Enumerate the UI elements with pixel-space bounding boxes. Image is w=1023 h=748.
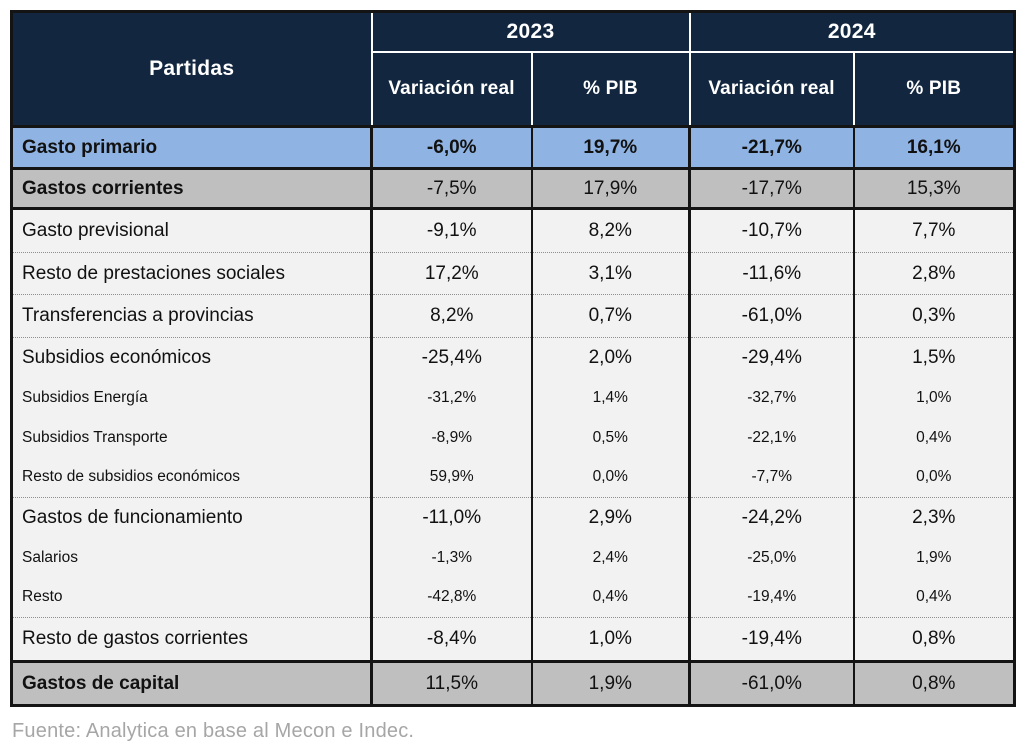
- cell-value: 8,2%: [370, 294, 533, 338]
- cell-value: 0,4%: [530, 577, 692, 618]
- cell-value: 1,0%: [530, 617, 692, 663]
- cell-value: -10,7%: [688, 208, 855, 253]
- cell-value: 2,8%: [852, 252, 1016, 295]
- cell-value: -7,5%: [370, 167, 533, 210]
- cell-value: -11,6%: [688, 252, 855, 295]
- cell-value: 0,7%: [530, 294, 692, 338]
- row-label: Transferencias a provincias: [10, 294, 373, 338]
- cell-value: 17,9%: [530, 167, 692, 210]
- row-label: Gasto previsional: [10, 208, 373, 253]
- cell-value: 7,7%: [852, 208, 1016, 253]
- cell-value: -31,2%: [370, 377, 533, 418]
- cell-value: -1,3%: [370, 537, 533, 578]
- row-salarios: Salarios -1,3% 2,4% -25,0% 1,9%: [10, 537, 1016, 578]
- cell-value: -61,0%: [688, 660, 855, 707]
- row-transferencias-provincias: Transferencias a provincias 8,2% 0,7% -6…: [10, 294, 1016, 338]
- row-label: Gastos corrientes: [10, 167, 373, 210]
- row-label: Resto: [10, 577, 373, 618]
- cell-value: 16,1%: [852, 125, 1016, 170]
- cell-value: 0,4%: [852, 577, 1016, 618]
- cell-value: -11,0%: [370, 497, 533, 538]
- column-header-pib-2024: % PIB: [852, 51, 1016, 128]
- column-header-variacion-real-2024: Variación real: [688, 51, 855, 128]
- cell-value: 0,0%: [530, 457, 692, 498]
- row-label: Resto de prestaciones sociales: [10, 252, 373, 295]
- cell-value: 11,5%: [370, 660, 533, 707]
- source-note: Fuente: Analytica en base al Mecon e Ind…: [12, 720, 415, 742]
- fiscal-spending-table: Partidas 2023 2024 Variación real % PIB …: [10, 10, 1017, 707]
- row-resto: Resto -42,8% 0,4% -19,4% 0,4%: [10, 577, 1016, 618]
- row-label: Gastos de funcionamiento: [10, 497, 373, 538]
- cell-value: 1,9%: [530, 660, 692, 707]
- cell-value: 15,3%: [852, 167, 1016, 210]
- cell-value: 2,3%: [852, 497, 1016, 538]
- cell-value: -61,0%: [688, 294, 855, 338]
- cell-value: -32,7%: [688, 377, 855, 418]
- row-label: Resto de gastos corrientes: [10, 617, 373, 663]
- cell-value: -24,2%: [688, 497, 855, 538]
- row-label: Subsidios económicos: [10, 337, 373, 378]
- cell-value: 17,2%: [370, 252, 533, 295]
- row-subsidios-transporte: Subsidios Transporte -8,9% 0,5% -22,1% 0…: [10, 417, 1016, 458]
- cell-value: -8,4%: [370, 617, 533, 663]
- cell-value: -22,1%: [688, 417, 855, 458]
- sub-header-row: Variación real % PIB Variación real % PI…: [12, 51, 1016, 128]
- cell-value: 0,8%: [852, 617, 1016, 663]
- row-label: Salarios: [10, 537, 373, 578]
- cell-value: 0,8%: [852, 660, 1016, 707]
- cell-value: 1,4%: [530, 377, 692, 418]
- row-label: Subsidios Transporte: [10, 417, 373, 458]
- column-header-partidas: Partidas: [10, 10, 373, 128]
- cell-value: 1,9%: [852, 537, 1016, 578]
- row-label: Gasto primario: [10, 125, 373, 170]
- cell-value: 8,2%: [530, 208, 692, 253]
- cell-value: 0,5%: [530, 417, 692, 458]
- cell-value: -8,9%: [370, 417, 533, 458]
- row-resto-prestaciones-sociales: Resto de prestaciones sociales 17,2% 3,1…: [10, 252, 1016, 295]
- cell-value: 1,0%: [852, 377, 1016, 418]
- row-gastos-capital: Gastos de capital 11,5% 1,9% -61,0% 0,8%: [10, 660, 1016, 707]
- row-gastos-corrientes: Gastos corrientes -7,5% 17,9% -17,7% 15,…: [10, 167, 1016, 210]
- cell-value: 3,1%: [530, 252, 692, 295]
- cell-value: 2,0%: [530, 337, 692, 378]
- row-subsidios-energia: Subsidios Energía -31,2% 1,4% -32,7% 1,0…: [10, 377, 1016, 418]
- cell-value: -21,7%: [688, 125, 855, 170]
- column-header-variacion-real-2023: Variación real: [370, 51, 533, 128]
- year-header-2024: 2024: [688, 10, 1016, 53]
- cell-value: 0,3%: [852, 294, 1016, 338]
- cell-value: -9,1%: [370, 208, 533, 253]
- cell-value: 2,9%: [530, 497, 692, 538]
- column-header-pib-2023: % PIB: [530, 51, 691, 128]
- year-header-2023: 2023: [370, 10, 691, 53]
- cell-value: 2,4%: [530, 537, 692, 578]
- cell-value: 0,0%: [852, 457, 1016, 498]
- cell-value: -25,4%: [370, 337, 533, 378]
- cell-value: 19,7%: [530, 125, 692, 170]
- row-subsidios-economicos: Subsidios económicos -25,4% 2,0% -29,4% …: [10, 337, 1016, 378]
- cell-value: -17,7%: [688, 167, 855, 210]
- row-gastos-funcionamiento: Gastos de funcionamiento -11,0% 2,9% -24…: [10, 497, 1016, 538]
- row-label: Resto de subsidios económicos: [10, 457, 373, 498]
- row-gasto-previsional: Gasto previsional -9,1% 8,2% -10,7% 7,7%: [10, 208, 1016, 253]
- cell-value: -42,8%: [370, 577, 533, 618]
- cell-value: -19,4%: [688, 577, 855, 618]
- cell-value: -19,4%: [688, 617, 855, 663]
- cell-value: -6,0%: [370, 125, 533, 170]
- cell-value: -29,4%: [688, 337, 855, 378]
- row-label: Gastos de capital: [10, 660, 373, 707]
- year-header-row: Partidas 2023 2024: [10, 10, 1016, 128]
- cell-value: -7,7%: [688, 457, 855, 498]
- row-label: Subsidios Energía: [10, 377, 373, 418]
- cell-value: 59,9%: [370, 457, 533, 498]
- cell-value: -25,0%: [688, 537, 855, 578]
- row-resto-gastos-corrientes: Resto de gastos corrientes -8,4% 1,0% -1…: [10, 617, 1016, 663]
- cell-value: 0,4%: [852, 417, 1016, 458]
- row-gasto-primario: Gasto primario -6,0% 19,7% -21,7% 16,1%: [10, 125, 1016, 170]
- cell-value: 1,5%: [852, 337, 1016, 378]
- row-resto-subsidios-economicos: Resto de subsidios económicos 59,9% 0,0%…: [10, 457, 1016, 498]
